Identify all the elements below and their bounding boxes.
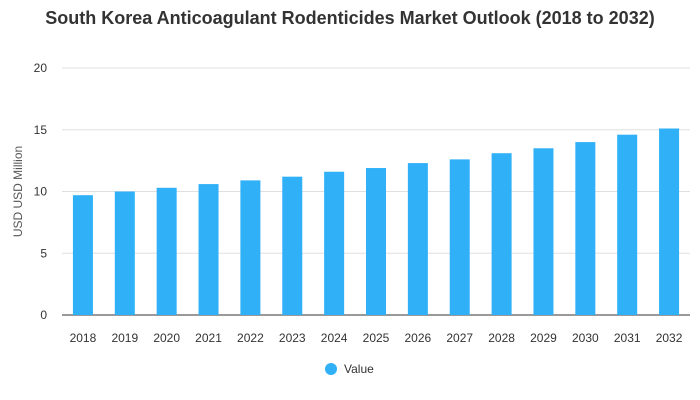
x-tick-label: 2030	[572, 331, 599, 345]
x-tick-label: 2032	[656, 331, 683, 345]
bar-2029[interactable]	[533, 148, 554, 315]
bar-2019[interactable]	[114, 191, 135, 316]
x-tick-label: 2020	[153, 331, 180, 345]
x-tick-label: 2022	[237, 331, 264, 345]
x-tick-label: 2029	[530, 331, 557, 345]
x-tick-label: 2024	[321, 331, 348, 345]
x-tick-label: 2027	[446, 331, 473, 345]
x-tick-label: 2026	[405, 331, 432, 345]
x-tick-label: 2018	[70, 331, 97, 345]
y-axis-ticks: 0 5 10 15 20	[34, 61, 48, 322]
x-tick-label: 2021	[195, 331, 222, 345]
y-axis-title: USD USD Million	[11, 146, 25, 237]
y-tick-label: 0	[40, 308, 47, 322]
legend-label: Value	[344, 362, 374, 376]
bar-series	[72, 128, 680, 316]
x-tick-label: 2028	[488, 331, 515, 345]
x-tick-label: 2025	[363, 331, 390, 345]
bar-2031[interactable]	[617, 134, 638, 315]
y-tick-label: 5	[40, 246, 47, 260]
bar-2025[interactable]	[366, 168, 386, 315]
y-tick-label: 10	[34, 185, 48, 199]
y-tick-label: 15	[34, 123, 48, 137]
x-tick-label: 2023	[279, 331, 306, 345]
bar-2021[interactable]	[198, 184, 219, 315]
x-tick-label: 2019	[111, 331, 138, 345]
bar-2030[interactable]	[575, 142, 596, 315]
y-tick-label: 20	[34, 61, 48, 75]
bar-2024[interactable]	[324, 171, 345, 315]
bar-2020[interactable]	[156, 187, 177, 315]
bar-2023[interactable]	[282, 176, 303, 315]
legend-marker	[325, 363, 337, 375]
legend[interactable]: Value	[325, 362, 374, 376]
bar-2022[interactable]	[240, 180, 261, 315]
bar-2018[interactable]	[72, 195, 93, 315]
x-tick-label: 2031	[614, 331, 641, 345]
bar-2026[interactable]	[407, 163, 428, 315]
bar-2028[interactable]	[491, 153, 512, 315]
bar-2027[interactable]	[449, 159, 470, 315]
x-axis-ticks: 2018 2019 2020 2021 2022 2023 2024 2025 2026 2027…	[70, 331, 683, 345]
chart-title: South Korea Anticoagulant Rodenticides M…	[45, 8, 655, 28]
bar-2032[interactable]	[659, 128, 680, 315]
